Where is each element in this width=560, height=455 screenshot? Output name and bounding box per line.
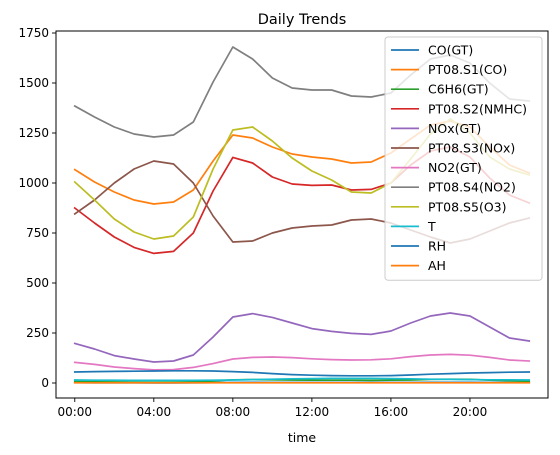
legend-box xyxy=(384,36,543,281)
y-tick-label: 500 xyxy=(26,276,49,290)
axis-ticks: 00:00 04:00 08:00 12:00 16:00 20:00 0 250 500 750… xyxy=(18,26,487,419)
y-tick-label: 1250 xyxy=(18,126,49,140)
y-tick-label: 0 xyxy=(41,376,49,390)
x-axis-label: time xyxy=(288,430,317,445)
legend-label: NO2(GT) xyxy=(428,160,482,175)
y-tick-label: 1750 xyxy=(18,26,49,40)
x-tick-label: 00:00 xyxy=(57,405,92,419)
y-tick-label: 1000 xyxy=(18,176,49,190)
series-line-10 xyxy=(73,377,531,382)
series-line-11 xyxy=(73,369,531,377)
x-tick-label: 12:00 xyxy=(295,405,330,419)
legend-label: AH xyxy=(428,258,446,273)
legend: CO(GT) PT08.S1(CO) C6H6(GT) PT08.S2(NMHC) NO… xyxy=(384,36,543,281)
legend-label: PT08.S2(NMHC) xyxy=(428,101,527,116)
y-tick-label: 1500 xyxy=(18,76,49,90)
chart-title: Daily Trends xyxy=(258,12,347,28)
series-line-5 xyxy=(73,312,531,363)
legend-label: PT08.S5(O3) xyxy=(428,199,507,214)
series-line-7 xyxy=(73,353,531,371)
x-tick-label: 20:00 xyxy=(453,405,488,419)
legend-label: PT08.S3(NOx) xyxy=(428,141,515,156)
plot-area-frame xyxy=(55,30,549,399)
y-tick-label: 250 xyxy=(26,326,49,340)
x-tick-label: 16:00 xyxy=(374,405,409,419)
legend-label: RH xyxy=(428,239,446,254)
legend-label: PT08.S1(CO) xyxy=(428,62,507,77)
legend-label: C6H6(GT) xyxy=(428,82,489,97)
x-tick-label: 04:00 xyxy=(137,405,172,419)
y-tick-label: 750 xyxy=(26,226,49,240)
series-lines xyxy=(73,46,531,384)
legend-label: PT08.S4(NO2) xyxy=(428,180,516,195)
legend-label: T xyxy=(427,219,436,234)
legend-label: NOx(GT) xyxy=(428,121,481,136)
legend-label: CO(GT) xyxy=(428,43,473,58)
x-tick-label: 08:00 xyxy=(216,405,251,419)
